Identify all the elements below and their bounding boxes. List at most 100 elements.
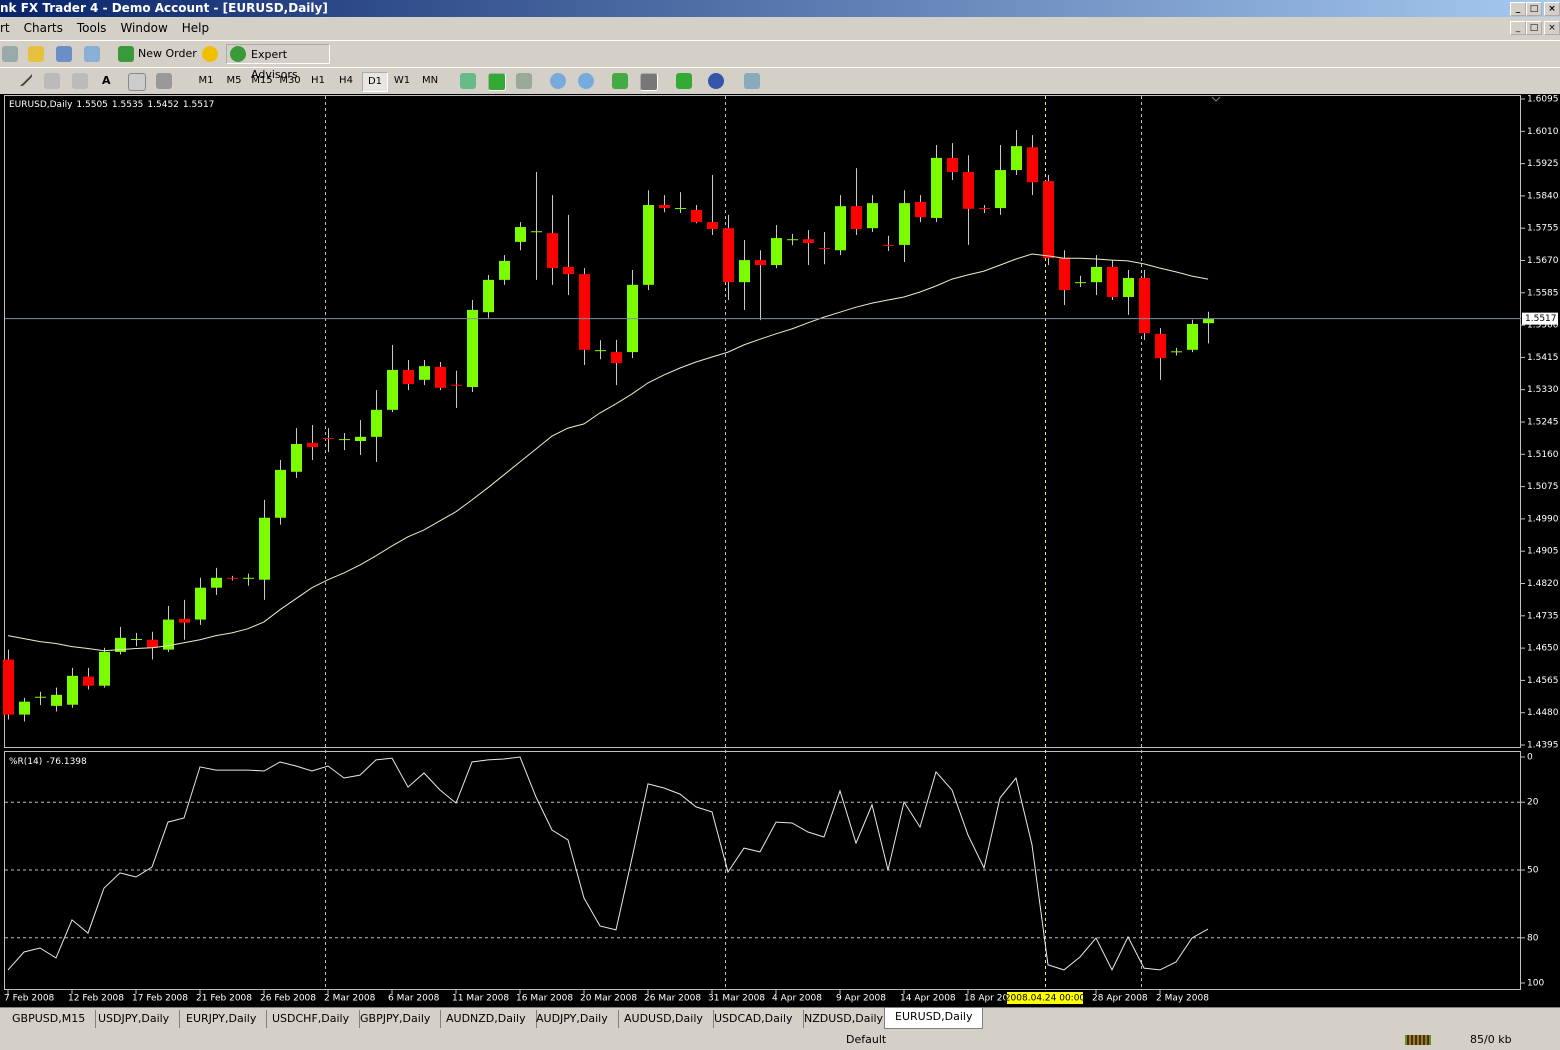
zoom-out[interactable]: [578, 73, 594, 89]
timeframe-button[interactable]: MN: [421, 75, 439, 86]
chart-tab[interactable]: EURJPY,Daily: [176, 1010, 268, 1028]
menu-item[interactable]: Charts: [23, 21, 63, 35]
chart-tab[interactable]: NZDUSD,Daily: [794, 1010, 895, 1028]
candle-body: [371, 409, 382, 437]
text-tool[interactable]: A: [102, 74, 111, 87]
tool-icon[interactable]: [28, 46, 44, 62]
chart-tab[interactable]: GBPUSD,M15: [2, 1010, 97, 1028]
charts-toolbar: A M1 M5 M15 M30 H1 H4 D1 W1 MN: [0, 67, 1560, 95]
timeframe-button[interactable]: H4: [339, 75, 353, 86]
y-tick-label: 1.5585: [1527, 288, 1559, 298]
tool-icon[interactable]: [44, 73, 60, 89]
candle-body: [1059, 258, 1070, 291]
x-tick-label: 2 May 2008: [1156, 994, 1209, 1004]
connection-indicator: [1405, 1035, 1431, 1045]
y-tick-label: 1.4395: [1527, 741, 1559, 751]
chart-header: EURUSD,Daily 1.5505 1.5535 1.5452 1.5517: [9, 100, 214, 110]
menu-item[interactable]: rt: [0, 21, 10, 35]
chart-tab[interactable]: USDCAD,Daily: [704, 1010, 804, 1028]
candle-body: [1107, 266, 1118, 297]
child-minimize[interactable]: _: [1510, 21, 1526, 35]
menu-item[interactable]: Window: [120, 21, 168, 35]
timeframe-button[interactable]: H1: [311, 75, 325, 86]
menu-item[interactable]: Help: [181, 21, 210, 35]
candle-body: [403, 369, 414, 384]
x-tick-label: 28 Apr 2008: [1092, 994, 1148, 1004]
candle-body: [883, 244, 894, 246]
tool-icon[interactable]: [640, 73, 658, 91]
main-panel-frame: [4, 95, 1521, 748]
tool-icon[interactable]: [84, 46, 100, 62]
line-tool[interactable]: [14, 68, 34, 88]
chart-tab[interactable]: USDJPY,Daily: [88, 1010, 181, 1028]
chart-tab[interactable]: AUDJPY,Daily: [526, 1010, 619, 1028]
y-tick-label: 1.5245: [1527, 418, 1559, 428]
tool-icon[interactable]: [156, 73, 172, 89]
timeframe-button[interactable]: M1: [198, 75, 214, 86]
child-restore[interactable]: □: [1526, 21, 1542, 35]
candle-body: [1187, 323, 1198, 350]
candle-body: [195, 587, 206, 620]
x-tick-label: 4 Apr 2008: [772, 994, 822, 1004]
header-low: 1.5452: [147, 100, 179, 110]
price-tag-label: 1.5517: [1525, 314, 1557, 324]
y-tick-label: 1.4565: [1527, 676, 1559, 686]
tool-icon[interactable]: [488, 73, 506, 91]
tool-icon[interactable]: [460, 73, 476, 89]
candle-body: [1043, 181, 1054, 259]
zoom-in[interactable]: [550, 73, 566, 89]
indicator-header: %R(14) -76.1398: [9, 757, 87, 767]
y-tick-label: 1.4735: [1527, 611, 1559, 621]
maximize-button[interactable]: □: [1526, 2, 1542, 16]
expert-advisors-button[interactable]: Expert Advisors: [226, 44, 330, 81]
minimize-button[interactable]: _: [1510, 2, 1526, 16]
close-button[interactable]: ×: [1544, 2, 1560, 16]
new-order-button[interactable]: New Order: [138, 47, 197, 60]
tool-icon[interactable]: [202, 46, 218, 62]
timeframe-button[interactable]: D1: [362, 72, 388, 92]
tool-icon[interactable]: [72, 73, 88, 89]
candle-body: [787, 239, 798, 241]
y-tick-label: 1.4820: [1527, 579, 1559, 589]
timeframe-button[interactable]: M5: [226, 75, 242, 86]
profile: Default: [846, 1033, 887, 1046]
candle-body: [579, 274, 590, 350]
timeframe-button[interactable]: M15: [251, 75, 273, 86]
x-tick-label: 14 Apr 2008: [900, 994, 956, 1004]
chart-tab[interactable]: AUDUSD,Daily: [614, 1010, 714, 1028]
candle-body: [675, 208, 686, 210]
y-tick-label: 1.5925: [1527, 159, 1559, 169]
candle-body: [179, 618, 190, 623]
y-tick-label: 1.5840: [1527, 191, 1559, 201]
x-tick-label: 7 Feb 2008: [4, 994, 55, 1004]
chart-area: 1.6095 1.6010 1.5925 1.5840 1.5755 1.5670 1.55…: [0, 94, 1560, 1007]
indicators[interactable]: [676, 73, 692, 89]
candle-body: [1203, 318, 1214, 324]
status-bar: Default 85/0 kb: [0, 1030, 1560, 1050]
tool-icon[interactable]: [128, 73, 146, 91]
candle-body: [83, 676, 94, 686]
tool-icon[interactable]: [612, 73, 628, 89]
candle-body: [1011, 146, 1022, 171]
y-tick-label: 1.4905: [1527, 547, 1559, 557]
child-close[interactable]: ×: [1544, 21, 1560, 35]
timeframe-button[interactable]: W1: [393, 75, 411, 86]
menu-item[interactable]: Tools: [76, 21, 107, 35]
candle-body: [275, 469, 286, 518]
candle-body: [483, 279, 494, 313]
y-tick-label: 1.5670: [1527, 256, 1559, 266]
tool-icon[interactable]: [56, 46, 72, 62]
candle-body: [99, 651, 110, 686]
chart-tab[interactable]: EURUSD,Daily: [884, 1008, 984, 1029]
chart-tab[interactable]: AUDNZD,Daily: [436, 1010, 537, 1028]
periods[interactable]: [708, 73, 724, 89]
tool-icon[interactable]: [2, 46, 18, 62]
timeframe-button[interactable]: M30: [279, 75, 301, 86]
tool-icon[interactable]: [516, 73, 532, 89]
y-tick-label: 1.5500: [1527, 321, 1559, 331]
menu-bar: rt Charts Tools Window Help _ □ ×: [0, 18, 1560, 38]
chart-tab[interactable]: GBPJPY,Daily: [350, 1010, 442, 1028]
templates[interactable]: [744, 73, 760, 89]
candle-body: [451, 384, 462, 386]
chart-tab[interactable]: USDCHF,Daily: [262, 1010, 361, 1028]
